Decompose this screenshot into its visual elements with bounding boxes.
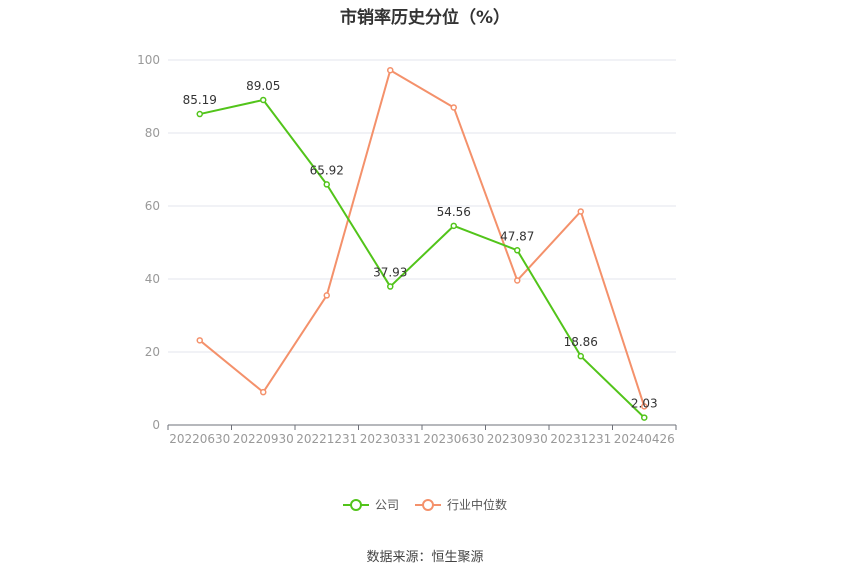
x-tick-label: 20230630 — [423, 432, 484, 446]
data-point-company — [387, 283, 394, 290]
y-tick-label: 40 — [145, 272, 160, 286]
y-tick-label: 0 — [152, 418, 160, 432]
data-point-industry-median — [514, 277, 521, 284]
legend-label-industry-median: 行业中位数 — [447, 498, 508, 512]
chart-title: 市销率历史分位（%） — [339, 8, 511, 28]
x-tick-label: 20220930 — [233, 432, 294, 446]
data-point-company — [514, 247, 521, 254]
data-point-company — [577, 352, 584, 360]
data-point-company — [641, 414, 648, 421]
series-line-industry-median — [199, 69, 646, 407]
legend-label-company: 公司 — [374, 498, 399, 512]
data-point-company — [450, 222, 457, 230]
x-tick-label: 20231231 — [550, 432, 611, 446]
data-point-industry-median — [641, 403, 648, 410]
data-point-industry-median — [577, 208, 584, 215]
legend-item-company[interactable]: 公司 — [342, 496, 399, 513]
legend-marker-company — [342, 498, 369, 512]
data-label-company: 85.19 — [183, 93, 217, 107]
legend: 公司 行业中位数 — [0, 496, 850, 513]
data-label-company: 2.03 — [631, 397, 658, 411]
y-tick-label: 60 — [145, 199, 160, 213]
source-note: 数据来源：恒生聚源 — [366, 550, 484, 565]
data-point-company — [196, 110, 203, 118]
x-tick-label: 20220630 — [169, 432, 230, 446]
x-tick-label: 20221231 — [296, 432, 357, 446]
x-tick-label: 20240426 — [614, 432, 675, 446]
data-point-industry-median — [323, 292, 330, 299]
data-point-industry-median — [196, 337, 203, 344]
data-label-company: 65.92 — [310, 163, 344, 177]
data-label-company: 37.93 — [373, 266, 407, 280]
y-tick-label: 80 — [145, 126, 160, 140]
data-point-company — [323, 181, 330, 188]
x-tick-label: 20230331 — [360, 432, 421, 446]
data-label-company: 18.86 — [564, 335, 598, 349]
data-label-company: 89.05 — [246, 79, 280, 93]
y-tick-label: 20 — [145, 345, 160, 359]
data-point-industry-median — [260, 388, 267, 396]
data-point-industry-median — [387, 66, 394, 74]
legend-item-industry-median[interactable]: 行业中位数 — [415, 496, 507, 513]
data-point-industry-median — [450, 104, 457, 111]
data-label-company: 47.87 — [500, 229, 534, 243]
data-label-company: 54.56 — [437, 205, 471, 219]
y-tick-label: 100 — [137, 53, 160, 67]
data-point-company — [260, 96, 267, 104]
legend-marker-industry-median — [415, 498, 441, 512]
x-tick-label: 20230930 — [487, 432, 548, 446]
series-line-company — [199, 98, 645, 419]
